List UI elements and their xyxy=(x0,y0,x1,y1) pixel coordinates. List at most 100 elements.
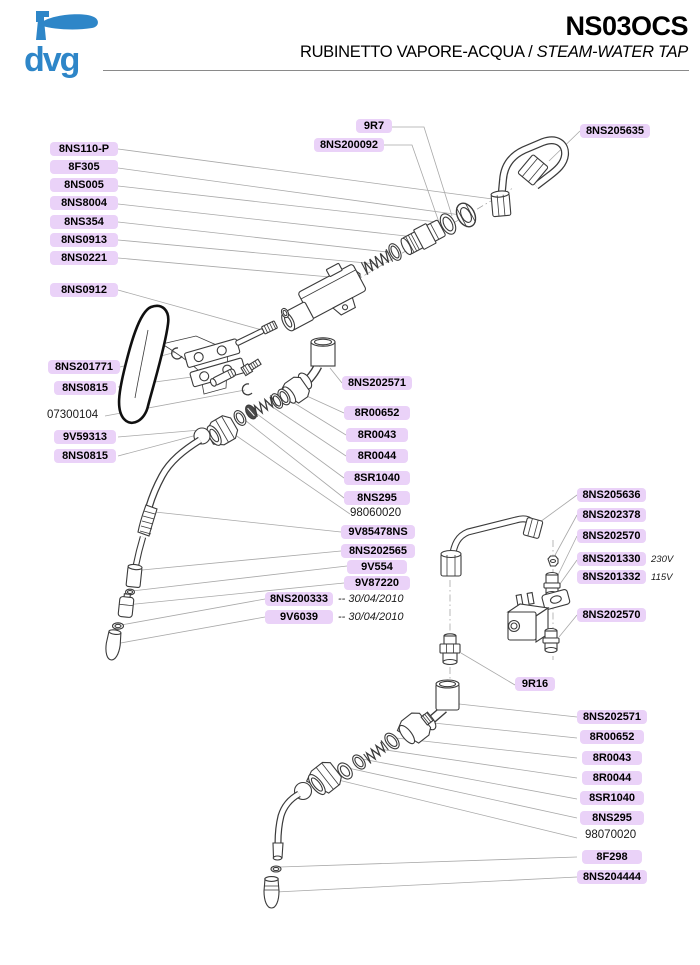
flat-washer-part xyxy=(337,762,353,780)
spring-part xyxy=(363,740,389,764)
part-label: 8NS295 xyxy=(344,491,410,505)
o-ring-part xyxy=(270,865,282,873)
subtitle-english: STEAM-WATER TAP xyxy=(536,43,689,61)
part-label: 8NS200092 xyxy=(314,138,384,152)
part-label: 07300104 xyxy=(47,409,99,421)
hex-nut-part xyxy=(305,761,342,796)
part-label: 9V554 xyxy=(347,560,407,574)
part-label-row: 8NS200333 -- 30/04/2010 xyxy=(265,592,403,606)
seal-washer-part xyxy=(245,404,257,420)
voltage-note: 115V xyxy=(651,571,673,583)
part-label: 9V59313 xyxy=(54,430,116,444)
part-label: 9V6039 xyxy=(265,610,333,624)
part-label: 8NS201771 xyxy=(48,360,120,374)
part-label: 8SR1040 xyxy=(580,791,644,805)
part-label: 8NS005 xyxy=(50,178,118,192)
part-label-row: 8NS201330 230V xyxy=(577,552,673,566)
part-label: 8NS0815 xyxy=(54,381,116,395)
part-label: 8NS0221 xyxy=(50,251,118,265)
nozzle-tip-part xyxy=(105,629,122,661)
ring-nut-part xyxy=(455,202,477,228)
part-label: 8NS205635 xyxy=(580,124,650,138)
part-label: 8NS201330 xyxy=(577,552,646,566)
steam-wand-part xyxy=(132,436,202,566)
o-ring-part xyxy=(388,243,402,261)
nozzle-body-part xyxy=(117,593,135,618)
valve-body-part xyxy=(281,262,367,332)
tiny-nut-part xyxy=(547,555,559,567)
page-subtitle: RUBINETTO VAPORE-ACQUA / STEAM-WATER TAP xyxy=(300,43,688,62)
part-label: 8NS204444 xyxy=(577,870,647,884)
washer-part xyxy=(439,213,457,235)
elbow-fitting-part xyxy=(396,679,460,745)
part-label: 8NS202570 xyxy=(577,529,646,543)
fork-bracket-part xyxy=(184,338,246,388)
part-label: 8NS202570 xyxy=(577,608,646,622)
part-label: 8NS200333 xyxy=(265,592,333,606)
revision-date: -- 30/04/2010 xyxy=(338,593,404,605)
o-ring-part xyxy=(384,732,400,750)
part-label: 8NS110-P xyxy=(50,142,118,156)
part-label-row: 9V6039 -- 30/04/2010 xyxy=(265,610,403,624)
subtitle-italian: RUBINETTO VAPORE-ACQUA / xyxy=(299,43,533,61)
spout-tip-part xyxy=(263,876,280,909)
part-label: 9V87220 xyxy=(344,576,410,590)
part-label: 8NS0912 xyxy=(50,283,118,297)
c-clip-part xyxy=(241,383,253,396)
leader-lines xyxy=(104,126,581,893)
part-label: 8NS202571 xyxy=(577,710,647,724)
title-block: NS03OCS RUBINETTO VAPORE-ACQUA / STEAM-W… xyxy=(300,11,689,62)
part-label: 8NS202571 xyxy=(342,376,412,390)
part-label: 9V85478NS xyxy=(341,525,415,539)
part-label: 8F298 xyxy=(582,850,642,864)
part-label-row: 8NS201332 115V xyxy=(577,570,672,584)
part-label: 8R00652 xyxy=(344,406,410,420)
wand-sleeve-part xyxy=(125,563,143,589)
tap-handle-part xyxy=(117,304,170,425)
part-label: 9R7 xyxy=(356,119,392,133)
part-label: 8SR1040 xyxy=(344,471,410,485)
solenoid-valve-part xyxy=(506,591,550,644)
threaded-fitting-part xyxy=(400,219,446,256)
logo-wordmark: dvg xyxy=(24,41,80,79)
screw-part xyxy=(240,358,262,377)
part-label: 8NS295 xyxy=(580,811,644,825)
dvg-logo: dvg xyxy=(22,10,112,79)
voltage-note: 230V xyxy=(651,553,674,565)
part-label: 8NS202378 xyxy=(577,508,646,522)
part-label: 98070020 xyxy=(585,829,637,841)
part-label: 98060020 xyxy=(350,507,402,519)
part-label: 8NS205636 xyxy=(577,488,646,502)
stem-part xyxy=(235,320,278,346)
part-label: 8NS0913 xyxy=(50,233,118,247)
tap-logo-icon xyxy=(36,11,98,40)
page-title: NS03OCS xyxy=(565,11,688,41)
part-label: 8R0043 xyxy=(582,751,642,765)
part-label: 9R16 xyxy=(515,677,555,691)
part-label: 8R00652 xyxy=(580,730,644,744)
part-label: 8NS202565 xyxy=(341,544,415,558)
water-spout-part xyxy=(272,790,301,861)
part-label: 8F305 xyxy=(50,160,118,174)
pin-part xyxy=(209,368,237,387)
clamp-plate-part xyxy=(541,589,571,611)
part-label: 8R0043 xyxy=(346,428,408,442)
washer-part xyxy=(352,754,366,770)
part-label: 8NS354 xyxy=(50,215,118,229)
part-label: 8R0044 xyxy=(346,449,408,463)
fitting-part xyxy=(542,627,560,654)
u-pipe-part xyxy=(490,136,570,218)
part-label: 8R0044 xyxy=(582,771,642,785)
part-label: 8NS201332 xyxy=(577,570,646,584)
part-label: 8NS8004 xyxy=(50,196,118,210)
nozzle-washer-part xyxy=(111,622,125,630)
elbow-fitting-part xyxy=(279,337,336,404)
union-fitting-part xyxy=(439,633,461,666)
spring-part xyxy=(360,248,394,276)
hex-nut-part xyxy=(205,415,239,446)
revision-date: -- 30/04/2010 xyxy=(338,611,404,623)
part-label: 8NS0815 xyxy=(54,449,116,463)
retaining-clip-part xyxy=(170,347,183,360)
